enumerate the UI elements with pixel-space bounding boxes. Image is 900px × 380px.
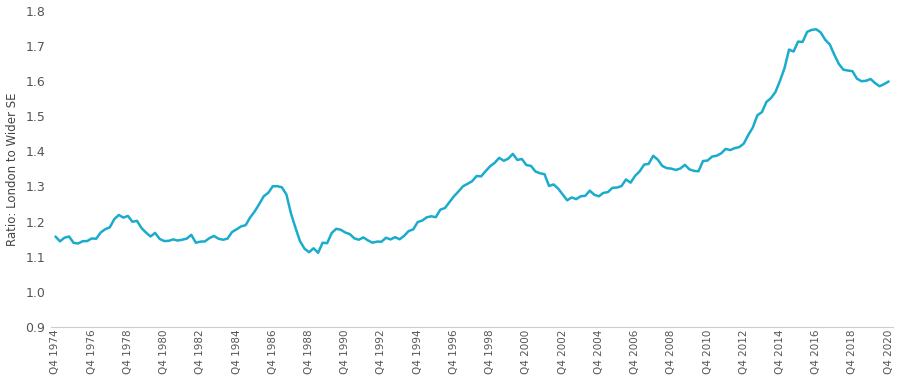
Y-axis label: Ratio: London to Wider SE: Ratio: London to Wider SE — [5, 92, 19, 245]
